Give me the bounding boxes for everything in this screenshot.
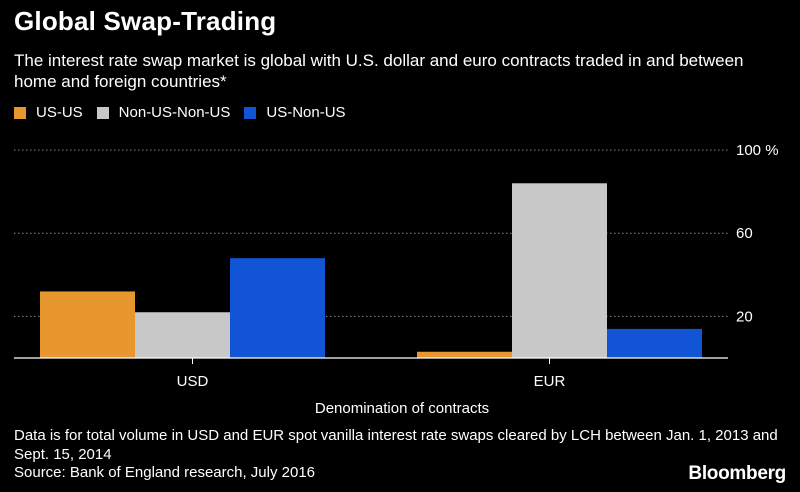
- legend-label-non-us-non-us: Non-US-Non-US: [118, 104, 231, 121]
- bar-usd-us-non-us: [230, 258, 325, 358]
- chart-title: Global Swap-Trading: [14, 6, 277, 36]
- bar-usd-us-us: [40, 291, 135, 358]
- legend-swatch-us-us: [14, 106, 26, 119]
- legend-swatch-non-us-non-us: [96, 106, 109, 119]
- x-tick-label-eur: EUR: [534, 373, 566, 390]
- footnote: Data is for total volume in USD and EUR …: [14, 427, 778, 463]
- y-tick-label-100: 100 %: [736, 142, 779, 159]
- bloomberg-logo: Bloomberg: [688, 463, 786, 484]
- chart-subtitle: The interest rate swap market is global …: [14, 51, 744, 91]
- y-tick-label-60: 60: [736, 225, 753, 242]
- legend: US-US Non-US-Non-US US-Non-US: [14, 104, 360, 121]
- legend-label-us-us: US-US: [36, 104, 83, 121]
- bar-usd-non-us-non-us: [135, 312, 230, 358]
- bar-eur-us-non-us: [607, 328, 702, 358]
- legend-item-non-us-non-us: Non-US-Non-US: [96, 104, 231, 121]
- y-tick-label-20: 20: [736, 308, 753, 325]
- bar-eur-us-us: [417, 351, 512, 358]
- legend-item-us-us: US-US: [14, 104, 83, 121]
- legend-swatch-us-non-us: [244, 106, 257, 119]
- legend-label-us-non-us: US-Non-US: [266, 104, 346, 121]
- bar-eur-non-us-non-us: [512, 183, 607, 358]
- source-note: Source: Bank of England research, July 2…: [14, 464, 316, 481]
- x-axis-title: Denomination of contracts: [314, 400, 490, 417]
- x-tick-label-usd: USD: [177, 373, 209, 390]
- legend-item-us-non-us: US-Non-US: [244, 104, 346, 121]
